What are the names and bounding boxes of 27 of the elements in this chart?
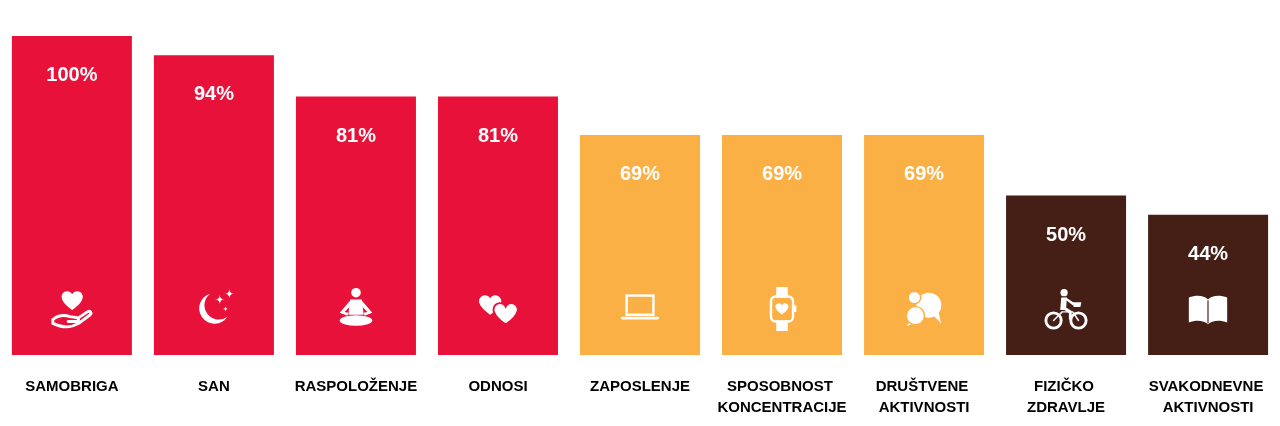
bar (722, 134, 843, 355)
x-tick-label: SAN (198, 377, 230, 394)
data-label: 69% (619, 161, 661, 184)
x-tick-label: SPOSOBNOST KONCENTRACIJE (717, 377, 847, 415)
data-label: 100% (46, 63, 98, 85)
data-label: 50% (1046, 222, 1087, 245)
data-label: 94% (193, 82, 235, 105)
x-tick-label: SAMOBRIGA (25, 377, 119, 394)
x-tick-label: DRUŠTVENE AKTIVNOSTI (875, 377, 973, 415)
bar (1006, 195, 1127, 355)
x-tick-label: ZAPOSLENJE (589, 377, 691, 394)
data-label: 69% (904, 161, 945, 184)
data-label: 69% (762, 161, 803, 184)
x-tick-label: SVAKODNEVNE AKTIVNOSTI (1148, 377, 1268, 415)
bar (153, 55, 274, 355)
bar (580, 134, 700, 355)
bar (1148, 214, 1269, 355)
bar (295, 96, 416, 355)
x-tick-label: ODNOSI (468, 377, 528, 394)
x-tick-label: RASPOLOŽENJE (294, 377, 418, 394)
bar (11, 36, 132, 355)
x-tick-label: FIZIČKO ZDRAVLJE (1027, 377, 1106, 415)
data-label: 81% (335, 123, 377, 146)
data-label: 44% (1188, 241, 1229, 264)
bar (437, 96, 558, 355)
data-label: 81% (477, 123, 519, 146)
bar (864, 134, 985, 355)
